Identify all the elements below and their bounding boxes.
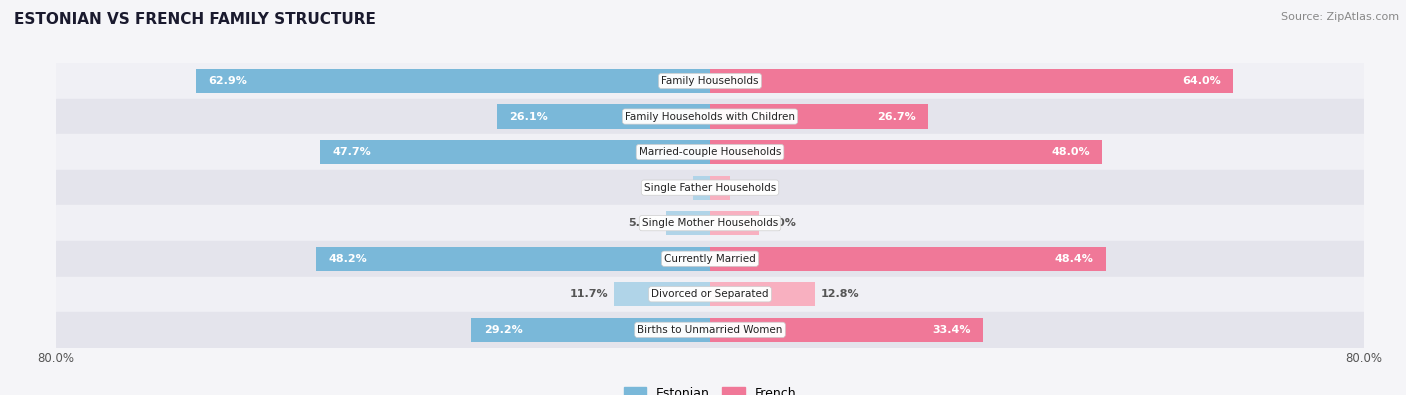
Bar (321, 140, 710, 164)
Bar (56, 63, 1364, 99)
Text: 26.7%: 26.7% (877, 111, 915, 122)
Bar (471, 318, 710, 342)
Bar (710, 69, 1233, 93)
Text: 2.1%: 2.1% (655, 182, 686, 193)
Text: 48.2%: 48.2% (329, 254, 367, 264)
Bar (56, 276, 1364, 312)
Bar (56, 241, 1364, 276)
Text: ESTONIAN VS FRENCH FAMILY STRUCTURE: ESTONIAN VS FRENCH FAMILY STRUCTURE (14, 12, 375, 27)
Text: 48.4%: 48.4% (1054, 254, 1094, 264)
Text: Family Households: Family Households (661, 76, 759, 86)
Text: Single Mother Households: Single Mother Households (643, 218, 778, 228)
Bar (56, 205, 1364, 241)
Text: Single Father Households: Single Father Households (644, 182, 776, 193)
Text: 26.1%: 26.1% (509, 111, 548, 122)
Bar (614, 282, 710, 307)
Bar (666, 211, 710, 235)
Text: Currently Married: Currently Married (664, 254, 756, 264)
Bar (710, 104, 928, 129)
Bar (56, 170, 1364, 205)
Bar (710, 211, 759, 235)
Text: 64.0%: 64.0% (1182, 76, 1220, 86)
Text: 33.4%: 33.4% (932, 325, 970, 335)
Bar (710, 140, 1102, 164)
Text: 48.0%: 48.0% (1052, 147, 1090, 157)
Text: Divorced or Separated: Divorced or Separated (651, 289, 769, 299)
Text: Married-couple Households: Married-couple Households (638, 147, 782, 157)
Bar (56, 312, 1364, 348)
Bar (710, 246, 1105, 271)
Text: 62.9%: 62.9% (208, 76, 247, 86)
Bar (710, 175, 730, 200)
Text: 47.7%: 47.7% (332, 147, 371, 157)
Text: 6.0%: 6.0% (766, 218, 796, 228)
Text: 29.2%: 29.2% (484, 325, 523, 335)
Bar (316, 246, 710, 271)
Bar (710, 318, 983, 342)
Bar (56, 99, 1364, 134)
Bar (710, 282, 814, 307)
Text: Source: ZipAtlas.com: Source: ZipAtlas.com (1281, 12, 1399, 22)
Bar (496, 104, 710, 129)
Text: Family Households with Children: Family Households with Children (626, 111, 794, 122)
Text: 11.7%: 11.7% (569, 289, 607, 299)
Bar (693, 175, 710, 200)
Text: 5.4%: 5.4% (628, 218, 659, 228)
Legend: Estonian, French: Estonian, French (620, 384, 800, 395)
Text: Births to Unmarried Women: Births to Unmarried Women (637, 325, 783, 335)
Text: 2.4%: 2.4% (737, 182, 768, 193)
Text: 12.8%: 12.8% (821, 289, 860, 299)
Bar (195, 69, 710, 93)
Bar (56, 134, 1364, 170)
